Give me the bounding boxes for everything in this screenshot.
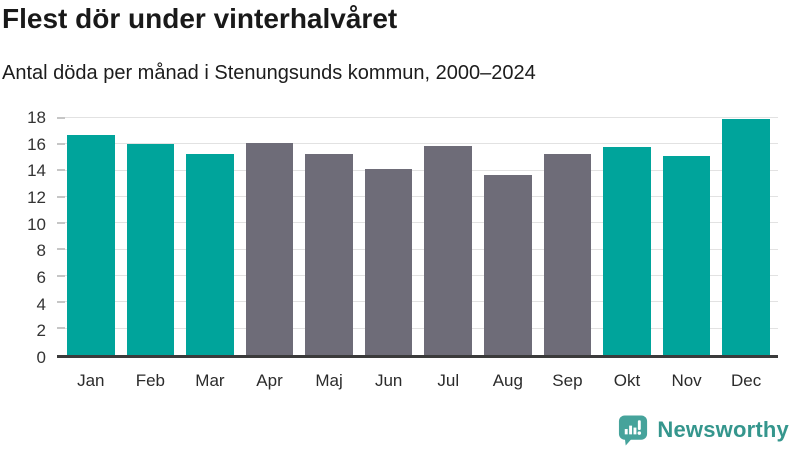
- y-tick-label-12: 12: [27, 188, 46, 207]
- y-tick-mark-14: [57, 169, 65, 172]
- y-tick-mark-2: [57, 327, 65, 330]
- bar-nov: [662, 156, 711, 355]
- bar-sep: [543, 153, 592, 355]
- x-tick-label-okt: Okt: [613, 371, 641, 390]
- x-axis: Jan Feb Mar Apr Maj Jun Jul Aug Sep Okt Nov Dec: [57, 369, 778, 393]
- gridline-10: [57, 221, 778, 224]
- y-tick-label-6: 6: [36, 268, 46, 287]
- x-tick-label-jun: Jun: [374, 371, 403, 390]
- gridline-12: [57, 195, 778, 198]
- y-tick-mark-4: [57, 300, 65, 303]
- bar-feb: [126, 144, 175, 355]
- bar-jul: [424, 145, 473, 355]
- x-tick-label-nov: Nov: [671, 371, 702, 390]
- bar-maj: [305, 153, 353, 355]
- x-tick-label-dec: Dec: [731, 371, 762, 390]
- x-tick-label-jul: Jul: [437, 371, 460, 390]
- y-tick-mark-18: [57, 116, 65, 119]
- x-tick-label-sep: Sep: [552, 371, 583, 390]
- x-tick-label-apr: Apr: [256, 371, 283, 390]
- y-tick-mark-8: [57, 248, 65, 251]
- x-tick-label-feb: Feb: [135, 371, 166, 390]
- y-tick-mark-10: [57, 221, 65, 224]
- y-axis: 0 2 4 6 8 10 12 14 16 18: [0, 108, 50, 367]
- gridline-6: [57, 274, 778, 277]
- y-tick-label-18: 18: [27, 108, 46, 127]
- x-tick-label-mar: Mar: [195, 371, 225, 390]
- gridline-2: [57, 327, 778, 330]
- bar-dec: [722, 119, 770, 355]
- x-tick-label-aug: Aug: [492, 371, 523, 390]
- gridline-16: [57, 142, 778, 145]
- gridline-4: [57, 300, 778, 303]
- bar-jan: [67, 135, 115, 355]
- y-tick-mark-6: [57, 274, 65, 277]
- y-tick-label-0: 0: [36, 348, 46, 367]
- bar-mar: [186, 153, 234, 355]
- chart-title: Flest dör under vinterhalvåret: [2, 3, 398, 34]
- brand-name: Newsworthy: [657, 417, 789, 442]
- bar-okt: [603, 146, 651, 355]
- y-tick-mark-16: [57, 142, 65, 145]
- brand-footer: Newsworthy: [617, 412, 789, 448]
- y-tick-label-8: 8: [36, 241, 46, 261]
- x-tick-label-maj: Maj: [315, 371, 343, 390]
- y-tick-label-4: 4: [36, 294, 46, 314]
- y-tick-mark-12: [57, 195, 65, 198]
- chart-subtitle: Antal döda per månad i Stenungsunds komm…: [2, 62, 536, 84]
- bars: [57, 118, 778, 355]
- y-tick-label-2: 2: [36, 321, 46, 341]
- y-tick-label-14: 14: [27, 161, 46, 181]
- y-tick-label-10: 10: [27, 214, 46, 234]
- newsworthy-logo-icon: [619, 415, 648, 446]
- gridline-14: [57, 169, 778, 172]
- bar-apr: [245, 143, 294, 355]
- x-tick-label-jan: Jan: [77, 371, 105, 390]
- plot-area: [57, 116, 778, 358]
- y-tick-label-16: 16: [27, 134, 46, 154]
- gridline-18: [57, 116, 778, 119]
- bar-jun: [364, 169, 413, 355]
- gridline-8: [57, 248, 778, 251]
- bar-aug: [484, 174, 532, 355]
